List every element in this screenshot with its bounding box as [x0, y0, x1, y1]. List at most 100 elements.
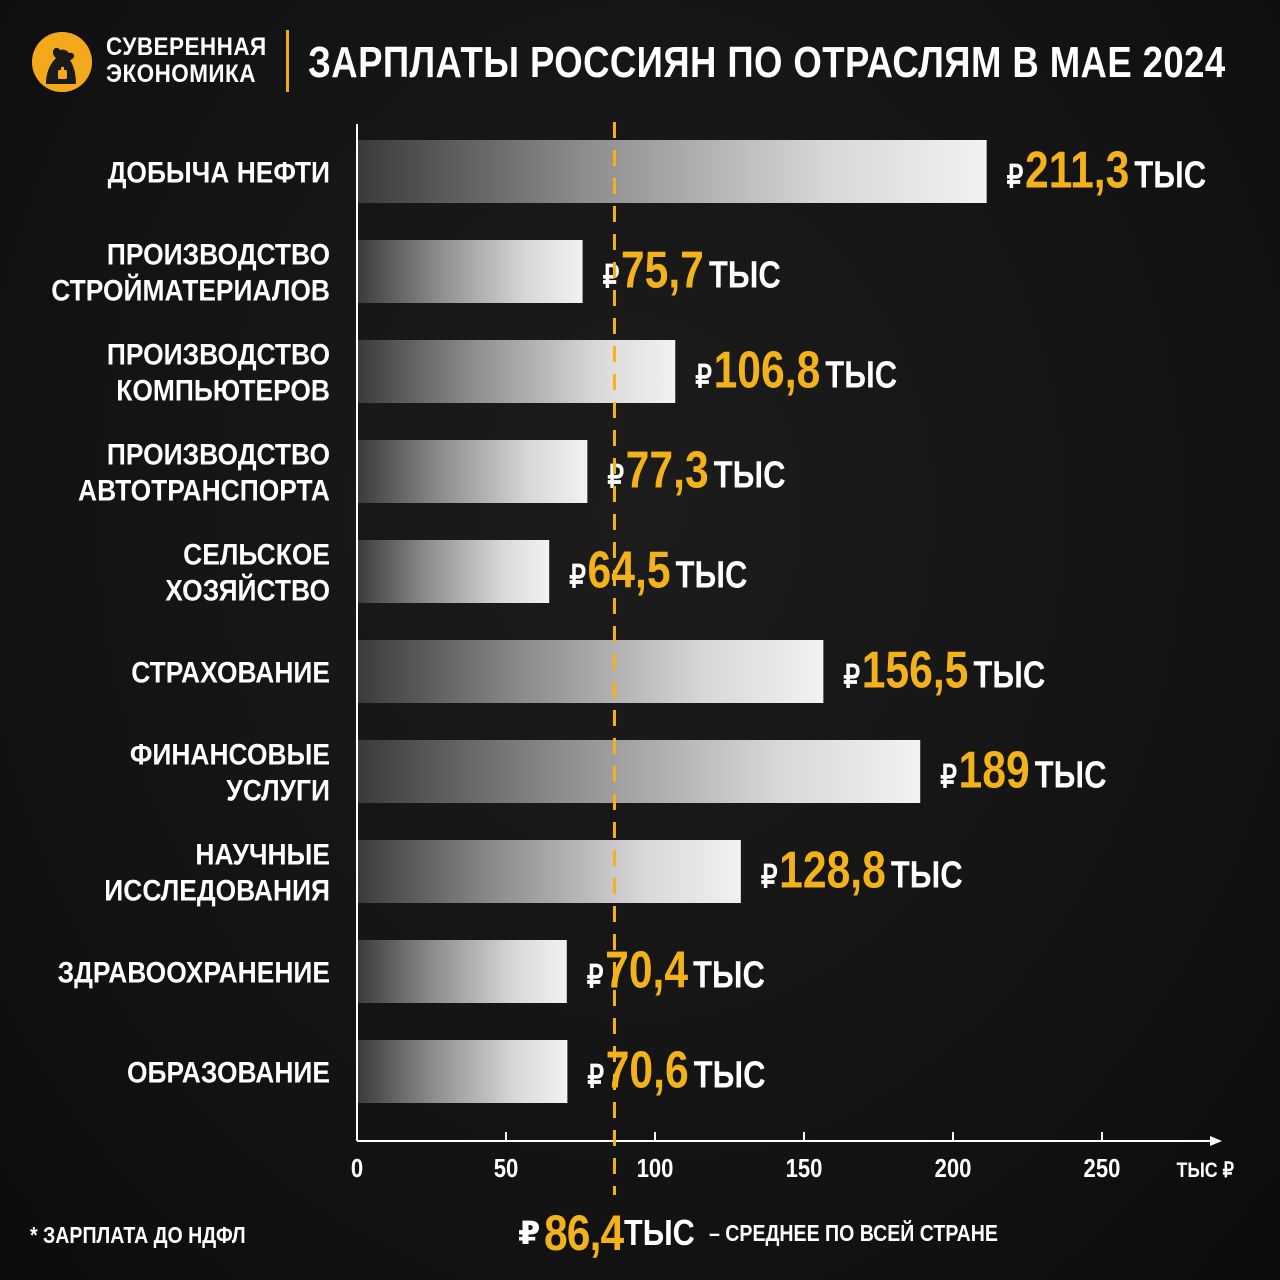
brand-line-2: ЭКОНОМИКА — [106, 60, 256, 88]
value-number: 70,4 — [605, 942, 688, 1000]
value-unit: ТЫС — [825, 355, 897, 397]
value-label-5: ₽64,5 ТЫС — [569, 542, 747, 600]
value-text: ₽128,8 ТЫС — [761, 842, 963, 900]
ruble-sign: ₽ — [603, 260, 620, 295]
category-label: СТРОЙМАТЕРИАЛОВ — [51, 273, 330, 307]
value-text: ₽156,5 ТЫС — [843, 642, 1045, 700]
value-number: 106,8 — [714, 342, 821, 400]
x-tick-label: 100 — [637, 1154, 674, 1183]
ruble-sign: ₽ — [761, 860, 778, 895]
category-label: ФИНАНСОВЫЕ — [130, 737, 330, 771]
value-label-9: ₽70,4 ТЫС — [587, 942, 765, 1000]
value-number: 64,5 — [588, 542, 671, 600]
average-ruble-sign: ₽ — [518, 1215, 541, 1251]
value-text: ₽77,3 ТЫС — [607, 442, 785, 500]
value-text: ₽64,5 ТЫС — [569, 542, 747, 600]
value-unit: ТЫС — [675, 555, 747, 597]
value-number: 156,5 — [862, 642, 969, 700]
value-unit: ТЫС — [973, 655, 1045, 697]
bar-3 — [357, 340, 676, 403]
bars-layer — [357, 140, 987, 1103]
x-tick-label: 150 — [786, 1154, 823, 1183]
value-unit: ТЫС — [891, 855, 963, 897]
value-text: ₽106,8 ТЫС — [695, 342, 897, 400]
value-label-7: ₽189 ТЫС — [940, 742, 1106, 800]
value-unit: ТЫС — [709, 255, 781, 297]
category-label: ДОБЫЧА НЕФТИ — [108, 155, 330, 189]
category-label: ПРОИЗВОДСТВО — [107, 337, 330, 371]
value-label-2: ₽75,7 ТЫС — [603, 242, 781, 300]
value-unit: ТЫС — [1134, 155, 1206, 197]
page-title: ЗАРПЛАТЫ РОССИЯН ПО ОТРАСЛЯМ В МАЕ 2024 — [308, 38, 1226, 87]
bar-6 — [357, 640, 824, 703]
national-average: ₽ 86,4 ТЫС – СРЕДНЕЕ ПО ВСЕЙ СТРАНЕ — [518, 1205, 1049, 1261]
value-unit: ТЫС — [694, 1055, 766, 1097]
category-label: ПРОИЗВОДСТВО — [107, 437, 330, 471]
bear-logo-icon — [32, 32, 92, 92]
value-label-10: ₽70,6 ТЫС — [587, 1042, 765, 1100]
x-tick-label: 0 — [351, 1154, 363, 1183]
footnote: * ЗАРПЛАТА ДО НДФЛ — [30, 1222, 246, 1248]
ruble-sign: ₽ — [607, 460, 624, 495]
category-label: ИССЛЕДОВАНИЯ — [104, 873, 330, 907]
category-label: ХОЗЯЙСТВО — [165, 573, 330, 607]
x-tick-label: 250 — [1084, 1154, 1121, 1183]
bar-4 — [357, 440, 588, 503]
value-unit: ТЫС — [714, 455, 786, 497]
brand-line-1: СУВЕРЕННАЯ — [106, 33, 267, 61]
ruble-sign: ₽ — [940, 760, 957, 795]
header: СУВЕРЕННАЯ ЭКОНОМИКА ЗАРПЛАТЫ РОССИЯН ПО… — [0, 0, 1280, 110]
value-label-6: ₽156,5 ТЫС — [843, 642, 1045, 700]
ruble-sign: ₽ — [587, 1060, 604, 1095]
bar-5 — [357, 540, 550, 603]
value-number: 128,8 — [779, 842, 886, 900]
value-unit: ТЫС — [693, 955, 765, 997]
average-unit: ТЫС — [623, 1212, 695, 1253]
average-caption: – СРЕДНЕЕ ПО ВСЕЙ СТРАНЕ — [708, 1219, 998, 1246]
bar-7 — [357, 740, 921, 803]
ruble-sign: ₽ — [587, 960, 604, 995]
value-number: 211,3 — [1025, 142, 1129, 200]
category-labels: ДОБЫЧА НЕФТИПРОИЗВОДСТВОСТРОЙМАТЕРИАЛОВП… — [51, 155, 330, 1089]
category-label: НАУЧНЫЕ — [195, 837, 330, 871]
value-label-3: ₽106,8 ТЫС — [695, 342, 897, 400]
category-label: УСЛУГИ — [226, 773, 330, 807]
value-text: ₽70,4 ТЫС — [587, 942, 765, 1000]
x-tick-label: 50 — [494, 1154, 519, 1183]
value-number: 189 — [959, 742, 1030, 800]
value-text: ₽75,7 ТЫС — [603, 242, 781, 300]
value-label-4: ₽77,3 ТЫС — [607, 442, 785, 500]
ruble-sign: ₽ — [695, 360, 712, 395]
value-labels: ₽211,3 ТЫС₽75,7 ТЫС₽106,8 ТЫС₽77,3 ТЫС₽64,5 Т… — [569, 142, 1206, 1100]
average-value: 86,4 — [544, 1205, 624, 1261]
value-text: ₽189 ТЫС — [940, 742, 1106, 800]
brand-name: СУВЕРЕННАЯ ЭКОНОМИКА — [106, 34, 267, 88]
ruble-sign: ₽ — [843, 660, 860, 695]
value-text: ₽211,3 ТЫС — [1007, 142, 1207, 200]
bar-2 — [357, 240, 583, 303]
category-label: ЗДРАВООХРАНЕНИЕ — [58, 955, 330, 989]
category-label: КОМПЬЮТЕРОВ — [116, 373, 330, 407]
value-label-1: ₽211,3 ТЫС — [1007, 142, 1207, 200]
category-label: ОБРАЗОВАНИЕ — [127, 1055, 330, 1089]
x-axis: 0 50 100 150 200 250 ТЫС ₽ — [351, 124, 1234, 1183]
bar-9 — [357, 940, 567, 1003]
value-number: 75,7 — [621, 242, 704, 300]
ruble-sign: ₽ — [1007, 160, 1024, 195]
value-number: 77,3 — [626, 442, 709, 500]
ruble-sign: ₽ — [569, 560, 586, 595]
category-label: СЕЛЬСКОЕ — [183, 537, 330, 571]
title-divider — [286, 30, 289, 92]
x-unit-label: ТЫС ₽ — [1176, 1159, 1234, 1183]
x-tick-label: 200 — [935, 1154, 972, 1183]
value-label-8: ₽128,8 ТЫС — [761, 842, 963, 900]
category-label: СТРАХОВАНИЕ — [131, 655, 330, 689]
bar-1 — [357, 140, 987, 203]
bar-8 — [357, 840, 741, 903]
bar-10 — [357, 1040, 568, 1103]
value-text: ₽70,6 ТЫС — [587, 1042, 765, 1100]
value-number: 70,6 — [606, 1042, 689, 1100]
value-unit: ТЫС — [1035, 755, 1107, 797]
category-label: ПРОИЗВОДСТВО — [107, 237, 330, 271]
